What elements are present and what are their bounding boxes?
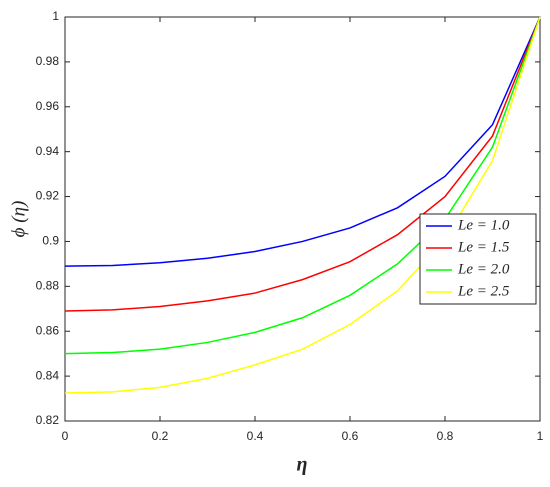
legend-label: Le = 2.5	[457, 283, 510, 299]
y-tick-label: 0.94	[36, 144, 60, 158]
x-tick-label: 0	[62, 429, 69, 443]
y-tick-label: 0.98	[36, 54, 60, 68]
y-tick-label: 0.84	[36, 368, 60, 382]
y-tick-label: 1	[52, 9, 59, 23]
line-series	[64, 16, 541, 312]
legend-label: Le = 1.5	[457, 239, 510, 255]
x-tick-label: 0.6	[342, 429, 359, 443]
legend-label: Le = 2.0	[457, 261, 510, 277]
legend-label: Le = 1.0	[457, 217, 510, 233]
line-series	[64, 16, 541, 267]
plot-frame	[64, 16, 541, 422]
y-tick-label: 0.82	[36, 413, 60, 427]
line-series	[64, 16, 541, 394]
y-tick-label: 0.86	[36, 323, 60, 337]
x-tick-label: 1	[537, 429, 544, 443]
legend-box	[419, 213, 537, 305]
y-tick-label: 0.9	[42, 234, 59, 248]
y-axis-label: ϕ (η)	[8, 201, 29, 238]
x-tick-label: 0.8	[437, 429, 454, 443]
x-tick-label: 0.4	[247, 429, 264, 443]
y-tick-label: 0.92	[36, 189, 60, 203]
line-series	[64, 16, 541, 355]
y-tick-label: 0.96	[36, 99, 60, 113]
x-tick-label: 0.2	[152, 429, 169, 443]
y-tick-label: 0.88	[36, 279, 60, 293]
x-axis-label: η	[297, 454, 308, 476]
